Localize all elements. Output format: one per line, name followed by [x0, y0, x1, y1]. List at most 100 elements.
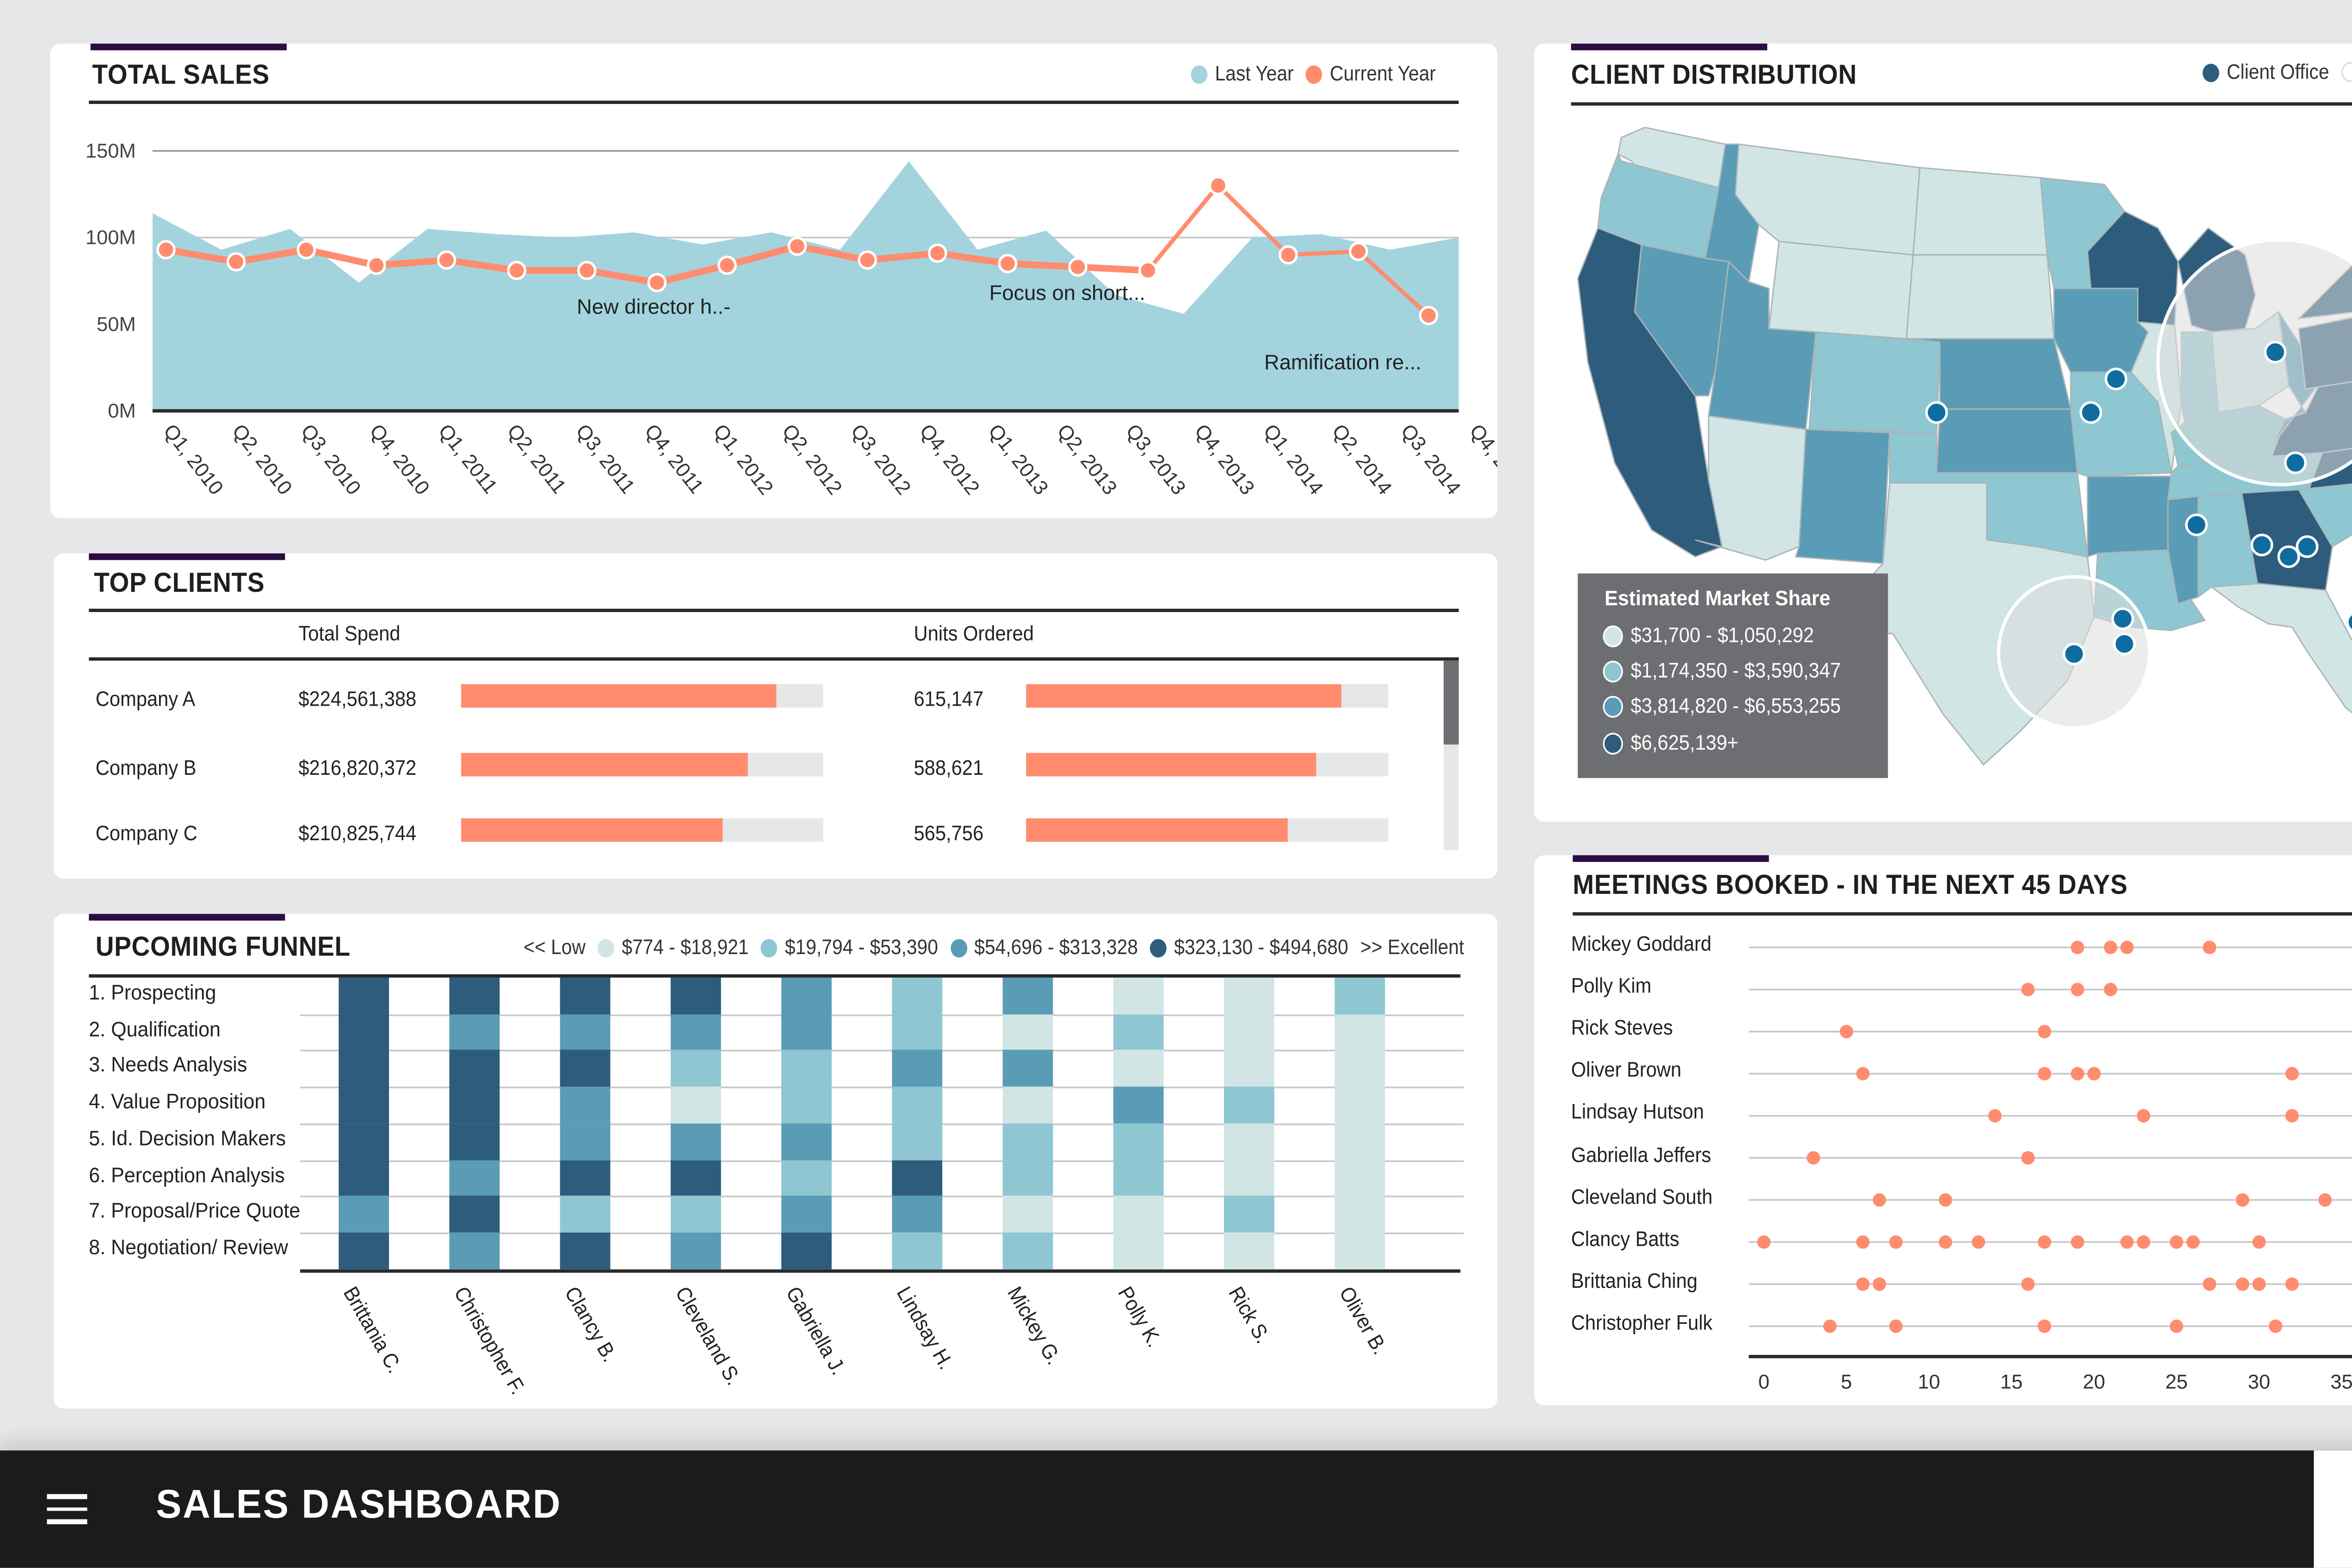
funnel-cell[interactable] [670, 1123, 721, 1161]
funnel-cell[interactable] [449, 1087, 500, 1124]
meeting-dot[interactable] [2021, 1151, 2035, 1165]
funnel-cell[interactable] [1002, 1232, 1053, 1270]
funnel-cell[interactable] [339, 978, 389, 1015]
meeting-dot[interactable] [1856, 1277, 1870, 1291]
funnel-cell[interactable] [781, 1087, 832, 1124]
funnel-cell[interactable] [1002, 1014, 1053, 1051]
meeting-dot[interactable] [1873, 1277, 1886, 1291]
funnel-cell[interactable] [1335, 978, 1385, 1015]
meeting-dot[interactable] [1873, 1193, 1886, 1207]
funnel-cell[interactable] [892, 1159, 943, 1197]
funnel-cell[interactable] [781, 1196, 832, 1234]
meeting-dot[interactable] [2252, 1277, 2266, 1291]
meeting-dot[interactable] [1939, 1193, 1952, 1207]
funnel-cell[interactable] [560, 1050, 611, 1088]
funnel-cell[interactable] [339, 1196, 389, 1234]
funnel-cell[interactable] [1224, 1014, 1274, 1051]
funnel-cell[interactable] [1335, 1050, 1385, 1088]
meeting-dot[interactable] [1839, 1025, 1853, 1039]
funnel-cell[interactable] [670, 1014, 721, 1051]
funnel-cell[interactable] [339, 1232, 389, 1270]
funnel-cell[interactable] [449, 1050, 500, 1088]
funnel-cell[interactable] [1335, 1087, 1385, 1124]
funnel-cell[interactable] [892, 1014, 943, 1051]
funnel-cell[interactable] [560, 1232, 611, 1270]
state-nd[interactable] [1912, 167, 2048, 256]
client-office-marker[interactable] [2284, 451, 2307, 474]
state-ia[interactable] [2053, 287, 2149, 373]
meeting-dot[interactable] [2285, 1067, 2299, 1081]
funnel-cell[interactable] [670, 1087, 721, 1124]
funnel-cell[interactable] [1113, 1159, 1164, 1197]
current-year-point[interactable] [1138, 261, 1158, 280]
state-nm[interactable] [1795, 429, 1891, 565]
state-ga[interactable] [2241, 489, 2333, 591]
us-choropleth-map[interactable] [1534, 44, 2352, 822]
funnel-cell[interactable] [1224, 1232, 1274, 1270]
funnel-cell[interactable] [892, 1232, 943, 1270]
meeting-dot[interactable] [2269, 1319, 2282, 1333]
meeting-dot[interactable] [2120, 1235, 2134, 1249]
current-year-point[interactable] [1419, 306, 1438, 326]
meeting-dot[interactable] [2202, 1277, 2217, 1291]
funnel-cell[interactable] [560, 1014, 611, 1051]
funnel-cell[interactable] [560, 1196, 611, 1234]
funnel-cell[interactable] [1002, 1159, 1053, 1197]
funnel-cell[interactable] [1002, 1050, 1053, 1088]
funnel-cell[interactable] [781, 1232, 832, 1270]
current-year-point[interactable] [437, 250, 456, 270]
state-ar[interactable] [2087, 475, 2172, 558]
funnel-cell[interactable] [892, 978, 943, 1015]
current-year-point[interactable] [1068, 257, 1088, 277]
client-office-marker[interactable] [2113, 632, 2136, 655]
meeting-dot[interactable] [2252, 1235, 2266, 1249]
funnel-cell[interactable] [892, 1123, 943, 1161]
funnel-cell[interactable] [339, 1087, 389, 1124]
table-row[interactable]: Company A $224,561,388 615,147 [54, 684, 1497, 721]
current-year-point[interactable] [858, 250, 877, 270]
current-year-point[interactable] [226, 252, 246, 272]
funnel-cell[interactable] [449, 1196, 500, 1234]
client-office-marker[interactable] [2296, 535, 2319, 558]
meeting-dot[interactable] [2071, 1067, 2084, 1081]
funnel-cell[interactable] [670, 978, 721, 1015]
hamburger-icon[interactable] [47, 1494, 87, 1524]
meeting-dot[interactable] [2038, 1067, 2051, 1081]
funnel-cell[interactable] [670, 1232, 721, 1270]
funnel-cell[interactable] [449, 1232, 500, 1270]
meeting-dot[interactable] [2137, 1235, 2151, 1249]
meeting-dot[interactable] [2071, 983, 2084, 996]
funnel-cell[interactable] [560, 978, 611, 1015]
meeting-dot[interactable] [1889, 1319, 1903, 1333]
current-year-point[interactable] [1208, 175, 1228, 195]
client-office-marker[interactable] [1925, 401, 1948, 424]
funnel-cell[interactable] [1335, 1014, 1385, 1051]
funnel-cell[interactable] [449, 978, 500, 1015]
funnel-cell[interactable] [1335, 1196, 1385, 1234]
current-year-point[interactable] [577, 261, 597, 280]
scrollbar-track[interactable] [1443, 661, 1459, 851]
meeting-dot[interactable] [2038, 1025, 2051, 1039]
funnel-cell[interactable] [670, 1196, 721, 1234]
meeting-dot[interactable] [1757, 1235, 1771, 1249]
current-year-point[interactable] [998, 254, 1017, 273]
meeting-dot[interactable] [2021, 1277, 2035, 1291]
meeting-dot[interactable] [2120, 940, 2134, 955]
current-year-point[interactable] [647, 273, 667, 293]
funnel-cell[interactable] [781, 978, 832, 1015]
table-row[interactable]: Company B $216,820,372 588,621 [54, 753, 1497, 790]
current-year-point[interactable] [1279, 245, 1298, 265]
current-year-point[interactable] [366, 255, 386, 275]
funnel-cell[interactable] [1002, 1087, 1053, 1124]
meeting-dot[interactable] [2038, 1235, 2051, 1249]
funnel-cell[interactable] [1113, 1087, 1164, 1124]
funnel-cell[interactable] [1113, 1196, 1164, 1234]
current-year-point[interactable] [928, 243, 947, 263]
funnel-cell[interactable] [781, 1014, 832, 1051]
funnel-cell[interactable] [1113, 1014, 1164, 1051]
meeting-dot[interactable] [2202, 940, 2217, 955]
current-year-point[interactable] [507, 261, 526, 280]
client-office-marker[interactable] [2063, 643, 2086, 666]
funnel-cell[interactable] [781, 1159, 832, 1197]
current-year-point[interactable] [1349, 241, 1368, 261]
